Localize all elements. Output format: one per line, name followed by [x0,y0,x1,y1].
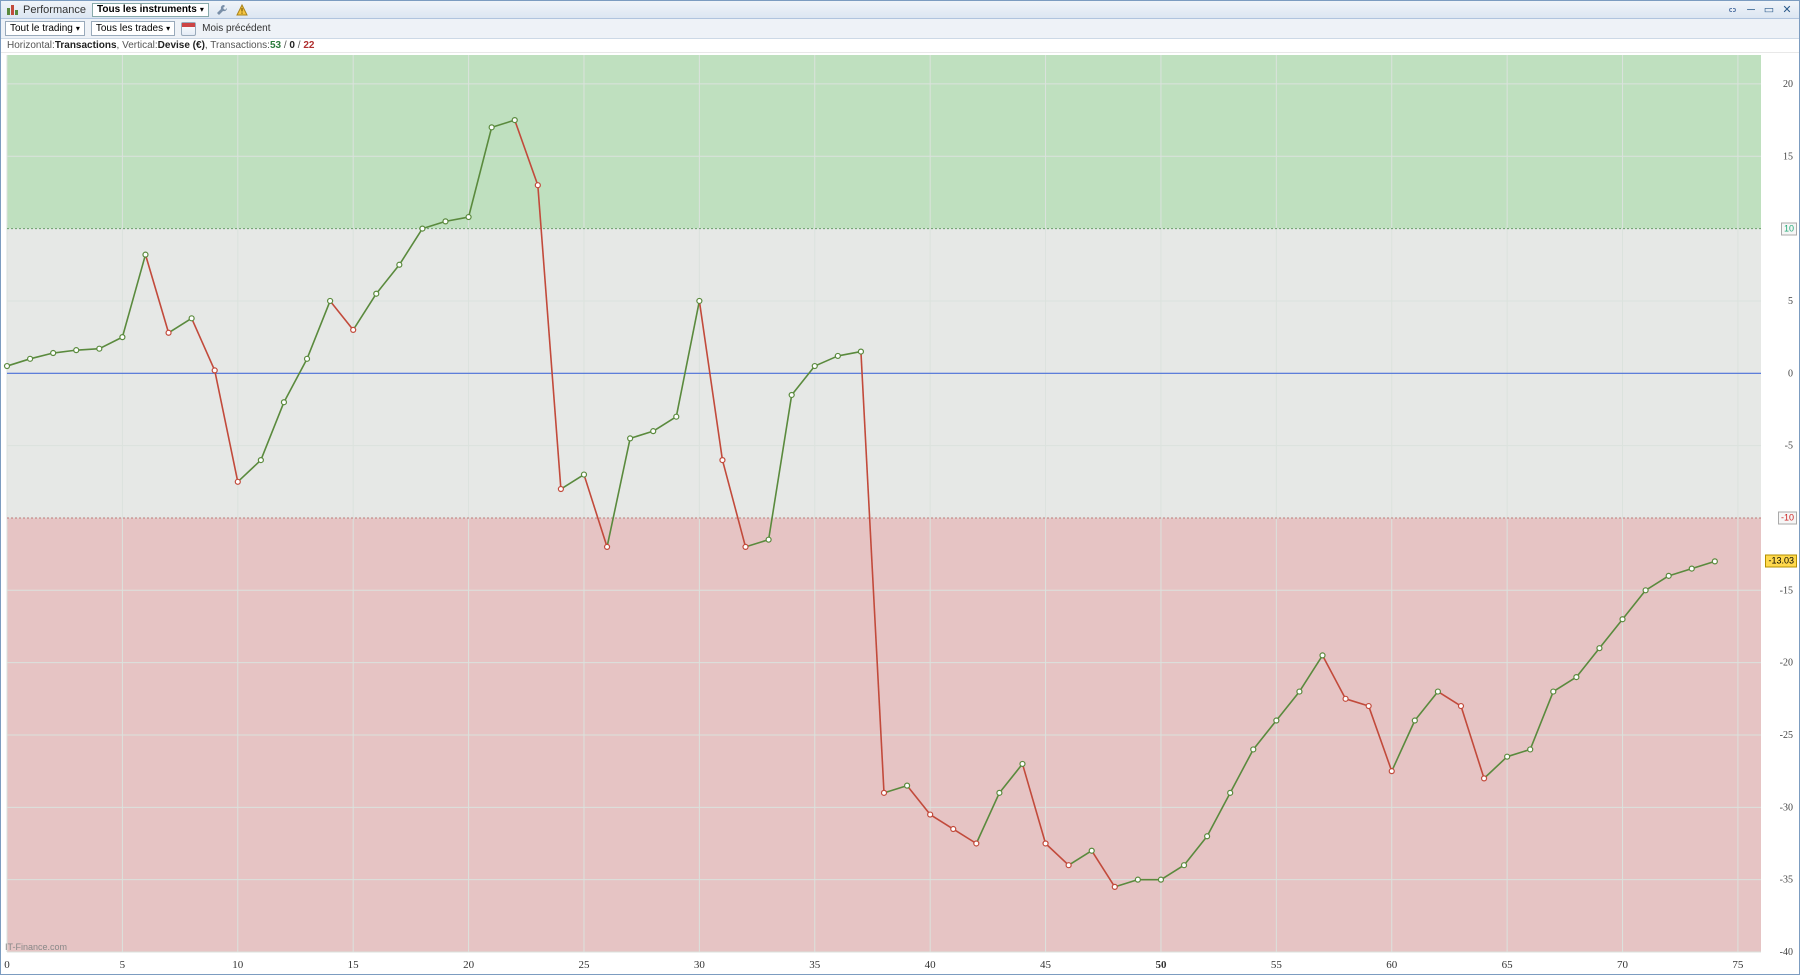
svg-text:-5: -5 [1785,441,1793,452]
bars-icon [5,3,19,17]
svg-text:0: 0 [1788,368,1793,379]
footer-credit: IT-Finance.com [5,942,67,952]
svg-text:25: 25 [578,959,590,971]
toolbar: Tout le trading ▾ Tous les trades ▾ Mois… [1,19,1799,39]
performance-window: Performance Tous les instruments ▾ ─ ▭ ✕… [0,0,1800,975]
svg-text:-30: -30 [1780,802,1793,813]
svg-text:30: 30 [694,959,706,971]
trading-dropdown-label: Tout le trading [10,23,73,34]
chevron-down-icon: ▾ [76,24,80,33]
svg-text:-25: -25 [1780,730,1793,741]
svg-text:50: 50 [1155,959,1167,971]
chart-area[interactable]: 051015202530354045505560657075-40-35-30-… [1,53,1799,974]
trades-dropdown-label: Tous les trades [96,23,163,34]
calendar-icon[interactable] [181,22,196,36]
zone-low-label: -10 [1778,511,1797,524]
info-wins: 53 [270,40,281,51]
chevron-down-icon: ▾ [166,24,170,33]
svg-text:60: 60 [1386,959,1398,971]
close-button[interactable]: ✕ [1779,3,1795,17]
svg-text:65: 65 [1502,959,1514,971]
trades-dropdown[interactable]: Tous les trades ▾ [91,21,175,36]
info-h-axis: Transactions [55,40,117,51]
svg-text:20: 20 [463,959,475,971]
svg-text:0: 0 [4,959,10,971]
info-prefix: Horizontal: [7,40,55,51]
period-label: Mois précédent [202,23,270,34]
svg-text:70: 70 [1617,959,1629,971]
axis-info-line: Horizontal: Transactions , Vertical: Dev… [1,39,1799,53]
svg-text:10: 10 [232,959,244,971]
warning-icon[interactable] [235,3,249,17]
trading-dropdown[interactable]: Tout le trading ▾ [5,21,85,36]
svg-text:20: 20 [1783,79,1793,90]
info-mid: , Vertical: [117,40,158,51]
info-losses: 22 [303,40,314,51]
svg-text:-35: -35 [1780,875,1793,886]
link-icon[interactable] [1725,3,1741,17]
svg-text:55: 55 [1271,959,1283,971]
performance-chart[interactable]: 051015202530354045505560657075-40-35-30-… [1,53,1799,974]
chevron-down-icon: ▾ [200,5,204,14]
svg-text:45: 45 [1040,959,1052,971]
current-value-badge: -13.03 [1765,555,1797,568]
instruments-dropdown[interactable]: Tous les instruments ▾ [92,3,209,17]
zone-high-label: 10 [1781,222,1797,235]
svg-text:-15: -15 [1780,585,1793,596]
svg-text:5: 5 [120,959,126,971]
svg-text:35: 35 [809,959,821,971]
instruments-dropdown-label: Tous les instruments [97,4,197,15]
info-v-axis: Devise (€) [158,40,205,51]
svg-text:-40: -40 [1780,947,1793,958]
title-bar: Performance Tous les instruments ▾ ─ ▭ ✕ [1,1,1799,19]
svg-text:15: 15 [1783,151,1793,162]
wrench-icon[interactable] [215,3,229,17]
info-trans-label: , Transactions: [205,40,270,51]
svg-text:-20: -20 [1780,658,1793,669]
svg-text:75: 75 [1732,959,1744,971]
svg-text:40: 40 [925,959,937,971]
maximize-button[interactable]: ▭ [1761,3,1777,17]
svg-text:5: 5 [1788,296,1793,307]
svg-text:15: 15 [348,959,360,971]
minimize-button[interactable]: ─ [1743,3,1759,17]
window-title: Performance [23,4,86,16]
